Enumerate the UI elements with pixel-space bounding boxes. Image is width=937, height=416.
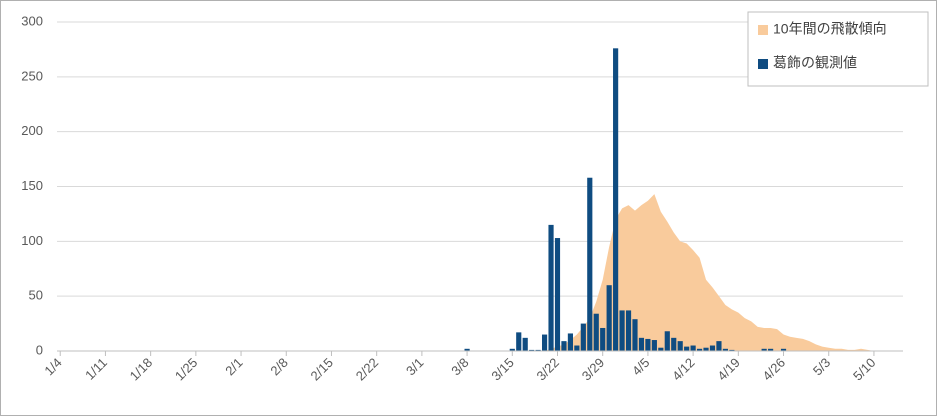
bar: [768, 348, 774, 351]
bar: [632, 319, 638, 351]
bar: [729, 349, 735, 351]
legend-swatch: [758, 25, 768, 35]
bar: [464, 348, 470, 351]
bar: [690, 345, 696, 351]
bar: [600, 327, 606, 351]
bar: [696, 348, 703, 351]
y-tick-label: 150: [21, 178, 43, 193]
bar: [554, 238, 561, 351]
bar: [593, 313, 599, 351]
legend-swatch: [758, 59, 768, 69]
bar: [645, 338, 651, 351]
bar: [535, 349, 541, 351]
bar: [703, 347, 709, 351]
bar: [613, 48, 619, 351]
legend-label: 葛飾の観測値: [773, 55, 857, 71]
bar: [664, 331, 670, 351]
bar: [561, 341, 567, 351]
bar: [522, 337, 528, 351]
legend-label: 10年間の飛散傾向: [773, 21, 887, 37]
bar: [548, 224, 554, 351]
y-tick-label: 200: [21, 123, 43, 138]
bar: [638, 337, 645, 351]
bar: [709, 345, 716, 351]
bar: [671, 337, 677, 351]
bar: [567, 333, 573, 351]
area: [60, 194, 900, 351]
bar: [658, 347, 664, 351]
legend-box: [747, 11, 929, 87]
bar: [677, 341, 683, 351]
bar: [516, 332, 522, 351]
bar: [619, 310, 625, 351]
y-tick-label: 100: [21, 233, 43, 248]
bar: [651, 340, 657, 351]
bar: [580, 323, 586, 351]
y-tick-label: 250: [21, 68, 43, 83]
bar: [574, 345, 580, 351]
bar: [761, 348, 767, 351]
bar: [606, 285, 612, 351]
bar: [541, 334, 548, 351]
bar: [684, 346, 690, 351]
bar: [716, 341, 722, 351]
y-tick-label: 300: [21, 13, 43, 28]
bar: [780, 348, 787, 351]
bar: [529, 349, 535, 351]
y-tick-label: 0: [36, 342, 43, 357]
bar: [625, 310, 632, 351]
bar: [722, 348, 728, 351]
bar: [587, 177, 593, 351]
bar: [509, 348, 515, 351]
y-tick-label: 50: [29, 288, 43, 303]
